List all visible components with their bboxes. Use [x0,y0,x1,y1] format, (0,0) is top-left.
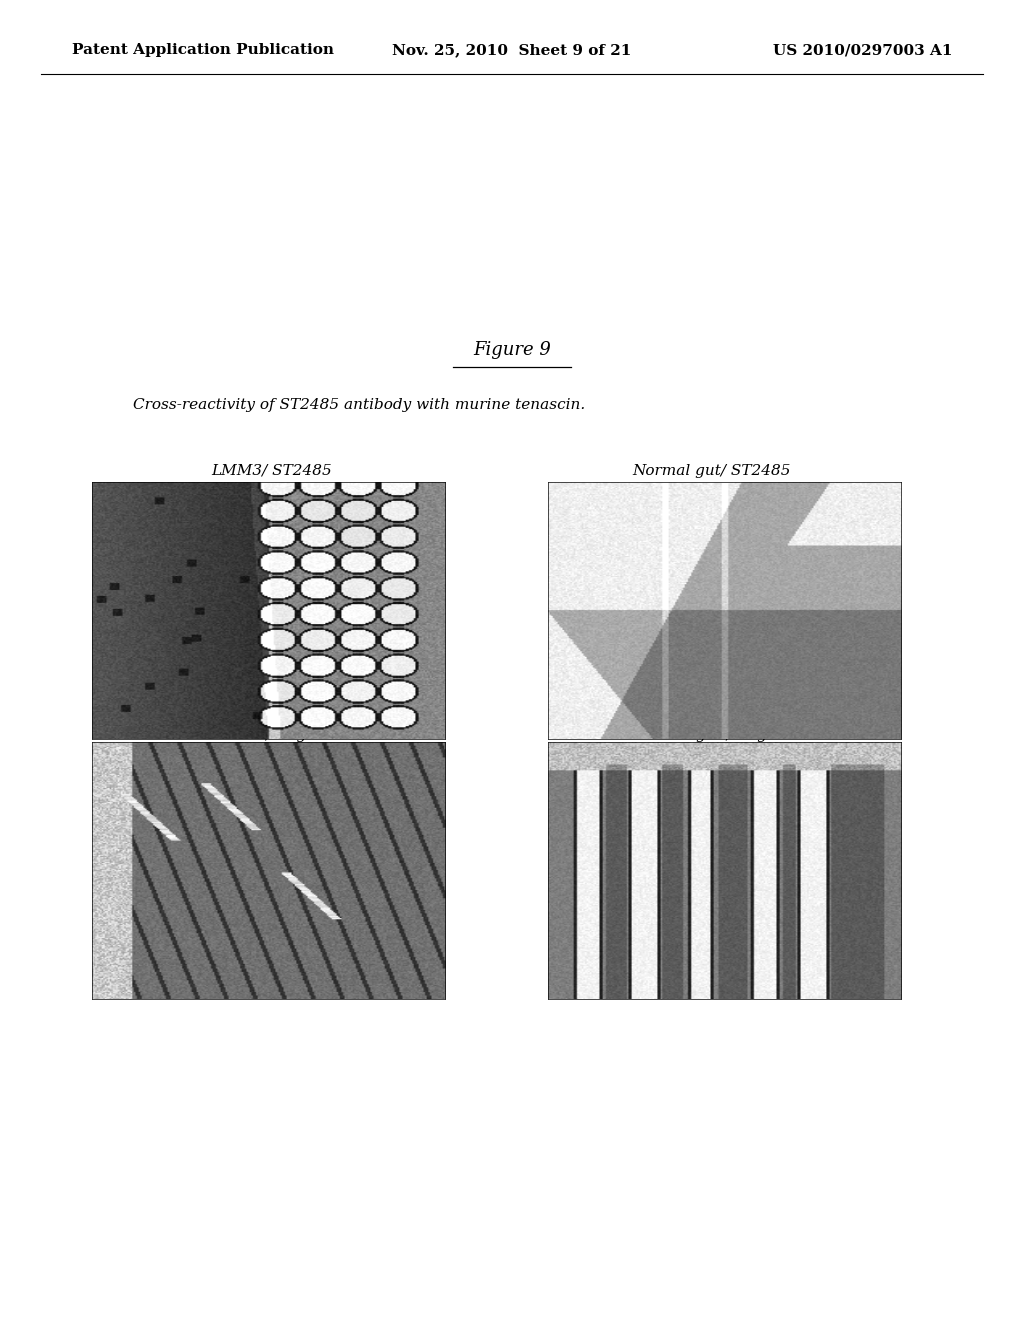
Text: Normal gut/ ST2485: Normal gut/ ST2485 [633,463,791,478]
Text: Cross-reactivity of ST2485 antibody with murine tenascin.: Cross-reactivity of ST2485 antibody with… [133,399,586,412]
Text: Nov. 25, 2010  Sheet 9 of 21: Nov. 25, 2010 Sheet 9 of 21 [392,44,632,57]
Text: US 2010/0297003 A1: US 2010/0297003 A1 [773,44,952,57]
Text: LMM3/ mIgG1: LMM3/ mIgG1 [215,727,328,742]
Text: Normal gut / mIgG1: Normal gut / mIgG1 [634,727,790,742]
Text: LMM3/ ST2485: LMM3/ ST2485 [211,463,332,478]
Text: Patent Application Publication: Patent Application Publication [72,44,334,57]
Text: Figure 9: Figure 9 [473,341,551,359]
